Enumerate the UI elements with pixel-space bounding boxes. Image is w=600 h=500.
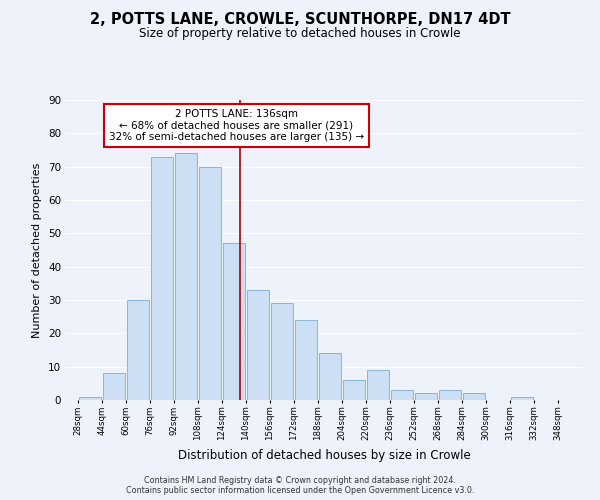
Bar bbox=[319, 354, 341, 400]
Bar bbox=[463, 394, 485, 400]
Bar bbox=[391, 390, 413, 400]
Bar bbox=[199, 166, 221, 400]
Bar bbox=[439, 390, 461, 400]
Bar bbox=[223, 244, 245, 400]
Bar bbox=[295, 320, 317, 400]
Text: 2 POTTS LANE: 136sqm
← 68% of detached houses are smaller (291)
32% of semi-deta: 2 POTTS LANE: 136sqm ← 68% of detached h… bbox=[109, 109, 364, 142]
Text: Contains public sector information licensed under the Open Government Licence v3: Contains public sector information licen… bbox=[126, 486, 474, 495]
Bar bbox=[103, 374, 125, 400]
Bar bbox=[175, 154, 197, 400]
Bar bbox=[79, 396, 101, 400]
Text: 2, POTTS LANE, CROWLE, SCUNTHORPE, DN17 4DT: 2, POTTS LANE, CROWLE, SCUNTHORPE, DN17 … bbox=[89, 12, 511, 28]
Text: Contains HM Land Registry data © Crown copyright and database right 2024.: Contains HM Land Registry data © Crown c… bbox=[144, 476, 456, 485]
Bar bbox=[247, 290, 269, 400]
Text: Size of property relative to detached houses in Crowle: Size of property relative to detached ho… bbox=[139, 28, 461, 40]
Bar bbox=[343, 380, 365, 400]
Bar bbox=[151, 156, 173, 400]
Bar bbox=[511, 396, 533, 400]
Bar bbox=[271, 304, 293, 400]
Bar bbox=[127, 300, 149, 400]
Bar bbox=[367, 370, 389, 400]
Y-axis label: Number of detached properties: Number of detached properties bbox=[32, 162, 43, 338]
Bar bbox=[415, 394, 437, 400]
X-axis label: Distribution of detached houses by size in Crowle: Distribution of detached houses by size … bbox=[178, 449, 470, 462]
